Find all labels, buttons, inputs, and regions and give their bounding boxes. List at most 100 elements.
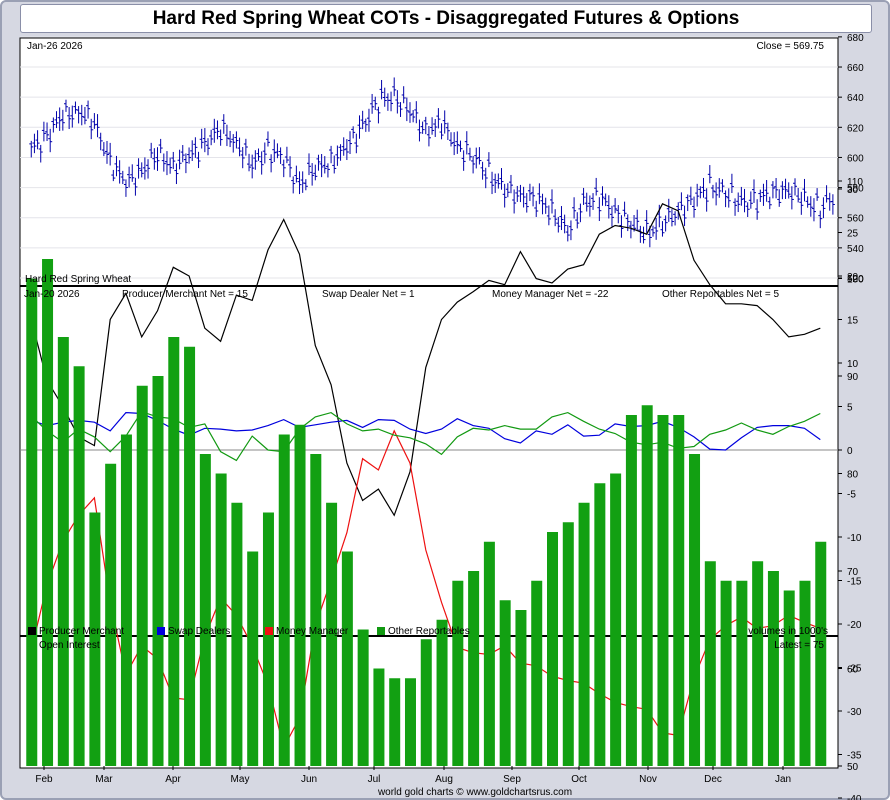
cot-legend: Producer Merchant Swap Dealers Money Man… <box>28 626 470 637</box>
chart-title: Hard Red Spring Wheat COTs - Disaggregat… <box>20 4 872 33</box>
cot-y-tick-label: -25 <box>847 664 862 675</box>
open-interest-bar <box>120 434 132 766</box>
x-axis: Feb Mar Apr May Jun Jul Aug Sep Oct Nov Dec Jan <box>35 766 791 785</box>
cot-y-tick-label: 25 <box>847 229 859 240</box>
oi-y-tick-label: 90 <box>847 372 859 383</box>
open-interest-bar <box>799 580 811 766</box>
x-month-label: May <box>231 774 250 785</box>
cot-y-tick-label: 5 <box>847 403 853 414</box>
x-month-label: Jun <box>301 774 317 785</box>
open-interest-bar <box>625 415 637 766</box>
price-panel <box>19 37 839 287</box>
cot-y-tick-label: -30 <box>847 707 862 718</box>
open-interest-bar <box>184 346 196 766</box>
x-month-label: Oct <box>571 774 587 785</box>
legend-swatch-other <box>377 627 385 635</box>
open-interest-bar <box>704 561 716 766</box>
x-month-label: Aug <box>435 774 453 785</box>
oi-y-tick-label: 50 <box>847 762 859 773</box>
open-interest-bar <box>720 580 732 766</box>
open-interest-bar <box>373 668 385 766</box>
legend-swatch-producer <box>28 627 36 635</box>
open-interest-bar <box>531 580 543 766</box>
open-interest-bar <box>547 532 559 766</box>
y-axes: 520540560580600620640660680302520151050-… <box>838 33 864 800</box>
volume-note: volumes in 1000's <box>748 626 828 637</box>
open-interest-bar <box>357 629 369 766</box>
open-interest-bar <box>468 571 480 766</box>
oi-legend-swatch <box>28 640 36 648</box>
x-month-label: Sep <box>503 774 521 785</box>
legend-swatch-swap <box>157 627 165 635</box>
legend-producer: Producer Merchant <box>39 626 124 637</box>
open-interest-bar <box>326 502 338 766</box>
oi-y-tick-label: 110 <box>847 177 863 188</box>
other-net-label: Other Reportables Net = 5 <box>662 289 779 300</box>
open-interest-bar <box>199 454 211 766</box>
price-bars <box>29 77 835 248</box>
open-interest-bar <box>26 278 38 766</box>
x-month-label: Apr <box>165 774 181 785</box>
open-interest-bar <box>515 610 527 766</box>
cot-y-tick-label: 20 <box>847 272 859 283</box>
producer-merchant-line <box>30 203 821 517</box>
open-interest-bar <box>594 483 606 766</box>
x-month-label: Nov <box>639 774 657 785</box>
cot-date-label: Jan-20 2026 <box>24 289 80 300</box>
open-interest-bar <box>231 502 243 766</box>
open-interest-bar <box>452 580 464 766</box>
open-interest-bar <box>42 259 54 766</box>
open-interest-bar <box>436 619 448 766</box>
footer-credit: world gold charts © www.goldchartsrus.co… <box>377 787 572 798</box>
cot-y-tick-label: -40 <box>847 794 862 800</box>
oi-y-tick-label: 60 <box>847 665 859 676</box>
price-y-tick-label: 580 <box>847 184 864 195</box>
cot-y-tick-label: -20 <box>847 620 862 631</box>
open-interest-bar <box>262 512 274 766</box>
swap-net-label: Swap Dealer Net = 1 <box>322 289 415 300</box>
price-series-label: Hard Red Spring Wheat <box>25 274 131 285</box>
cot-y-tick-label: -35 <box>847 751 862 762</box>
x-month-label: Jul <box>368 774 381 785</box>
oi-latest-label: Latest = 75 <box>774 640 824 651</box>
price-y-tick-label: 620 <box>847 123 864 134</box>
open-interest-bar <box>310 454 322 766</box>
open-interest-bar <box>767 571 779 766</box>
open-interest-bar <box>404 678 416 766</box>
open-interest-bars <box>26 259 827 766</box>
open-interest-bar <box>689 454 701 766</box>
open-interest-bar <box>499 600 511 766</box>
legend-swap: Swap Dealers <box>168 626 230 637</box>
open-interest-bar <box>105 463 117 766</box>
open-interest-bar <box>578 502 590 766</box>
cot-y-tick-label: 15 <box>847 316 859 327</box>
open-interest-bar <box>736 580 748 766</box>
open-interest-bar <box>389 678 401 766</box>
open-interest-bar <box>752 561 764 766</box>
open-interest-bar <box>483 541 495 766</box>
open-interest-bar <box>562 522 574 766</box>
oi-y-tick-label: 100 <box>847 275 864 286</box>
price-close-label: Close = 569.75 <box>756 41 824 52</box>
x-month-label: Feb <box>35 774 53 785</box>
cot-y-tick-label: 10 <box>847 359 859 370</box>
open-interest-bar <box>815 541 827 766</box>
open-interest-bar <box>657 415 669 766</box>
open-interest-bar <box>641 405 653 766</box>
open-interest-bar <box>341 551 353 766</box>
producer-net-label: Producer Merchant Net = 15 <box>122 289 248 300</box>
cot-y-tick-label: -10 <box>847 533 862 544</box>
open-interest-bar <box>247 551 259 766</box>
oi-y-tick-label: 70 <box>847 567 859 578</box>
open-interest-bar <box>152 376 164 766</box>
price-y-tick-label: 520 <box>847 274 864 285</box>
price-y-tick-label: 640 <box>847 93 864 104</box>
price-y-tick-label: 680 <box>847 33 864 44</box>
legend-swatch-money <box>265 627 273 635</box>
open-interest-bar <box>278 434 290 766</box>
open-interest-bar <box>294 424 306 766</box>
cot-y-tick-label: -15 <box>847 577 862 588</box>
cot-y-tick-label: 30 <box>847 185 859 196</box>
legend-money: Money Manager <box>276 626 349 637</box>
